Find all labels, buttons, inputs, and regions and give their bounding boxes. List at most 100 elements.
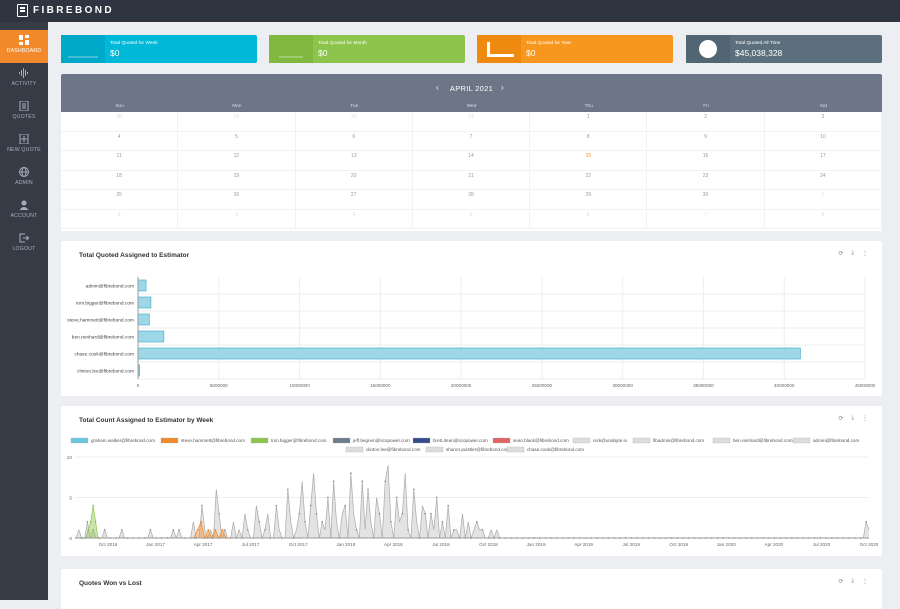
data-point [355,529,358,531]
globe-icon [19,167,29,177]
calendar-day[interactable]: 15 [530,151,648,171]
data-point [441,520,444,523]
calendar-day[interactable]: 13 [295,151,413,171]
nav-logout[interactable]: LOGOUT [0,228,48,261]
panel-title: Quotes Won vs Lost [79,580,142,587]
calendar-day[interactable]: 22 [530,170,648,190]
legend-swatch [792,437,811,444]
download-icon[interactable]: ⤓ [851,578,854,584]
x-tick-label: Jul 2017 [242,542,260,547]
next-month-icon[interactable]: › [501,83,504,92]
calendar-day[interactable]: 30 [295,112,413,132]
x-tick-label: Jan 2018 [336,542,355,547]
pie-icon [686,35,730,63]
nav-quotes[interactable]: QUOTES [0,96,48,129]
y-tick-label: 10 [67,455,73,461]
data-point [344,504,347,507]
fibrebond-logo-icon [17,4,28,17]
calendar-day[interactable]: 27 [295,190,413,210]
x-tick-label: 10000000 [289,383,310,388]
series-area [81,505,98,538]
calendar-day[interactable]: 28 [61,112,179,132]
calendar-day[interactable]: 30 [647,190,765,210]
data-point [390,520,392,523]
legend-swatch [332,437,351,444]
calendar-day[interactable]: 29 [530,190,648,210]
nav-dashboard[interactable]: DASHBOARD [0,30,48,63]
prev-month-icon[interactable]: ‹ [436,83,439,92]
data-point [304,520,306,523]
calendar-day[interactable]: 5 [412,209,531,229]
weekday-label: Sat [819,104,827,109]
calendar-day[interactable]: 29 [178,112,296,132]
x-tick-label: Apr 2017 [194,542,213,547]
stat-label: Total Quoted for Year [526,41,572,46]
calendar-day[interactable]: 31 [412,112,531,132]
download-icon[interactable]: ⤓ [851,250,854,256]
legend-label: graham.walker@fibrebond.com [91,438,155,443]
weekday-label: Sun [115,104,124,109]
calendar-day[interactable]: 17 [764,151,882,171]
data-point [452,529,455,531]
download-icon[interactable]: ⤓ [851,415,854,421]
panel-title: Total Count Assigned to Estimator by Wee… [79,417,214,424]
refresh-icon[interactable]: ⟳ [838,579,844,585]
calendar-day[interactable]: 24 [764,170,882,190]
x-tick-label: Oct 2020 [860,542,879,547]
won-lost-panel: Quotes Won vs Lost ⟳ ⤓ ⋮ [61,569,882,609]
stat-value: $0 [318,48,328,58]
data-point [361,480,364,483]
calendar-day[interactable]: 16 [647,151,765,171]
calendar-day[interactable]: 5 [178,131,296,151]
refresh-icon[interactable]: ⟳ [838,251,844,257]
calendar-day[interactable]: 20 [295,170,413,190]
data-point [120,529,123,531]
data-point [201,504,203,507]
calendar-day[interactable]: 6 [530,209,648,229]
more-icon[interactable]: ⋮ [862,251,868,257]
calendar-day[interactable]: 1 [764,190,882,210]
nav-new-quote[interactable]: NEW QUOTE [0,129,48,162]
calendar-day[interactable]: 10 [764,131,882,151]
calendar-day[interactable]: 11 [61,151,179,171]
calendar-day[interactable]: 7 [647,209,765,229]
calendar-header: ‹ APRIL 2021 › Sun Mon Tue Wed Thu Fri Sat [61,74,882,112]
calendar-day[interactable]: 4 [295,209,413,229]
nav-activity[interactable]: ACTIVITY [0,63,48,96]
data-point [221,529,224,531]
calendar-day[interactable]: 12 [178,151,296,171]
calendar-day[interactable]: 19 [178,170,296,190]
calendar-day[interactable]: 25 [61,190,179,210]
logout-icon [19,233,29,243]
data-point [103,529,106,531]
calendar-day[interactable]: 3 [764,112,882,132]
calendar-day[interactable]: 4 [61,131,179,151]
nav-admin[interactable]: ADMIN [0,162,48,195]
refresh-icon[interactable]: ⟳ [838,416,844,422]
calendar-day[interactable]: 28 [412,190,531,210]
nav-account[interactable]: ACCOUNT [0,195,48,228]
legend-swatch [572,437,591,444]
legend-label: ben.reinhard@fibrebond.com [733,438,793,443]
more-icon[interactable]: ⋮ [862,416,868,422]
data-point [275,504,278,507]
calendar-day[interactable]: 1 [530,112,648,132]
more-icon[interactable]: ⋮ [862,579,868,585]
calendar-day[interactable]: 8 [764,209,882,229]
bar [137,330,165,343]
calendar-day[interactable]: 2 [647,112,765,132]
new-quote-icon [19,134,29,144]
legend-label: admin@fibrebond.com [813,438,859,443]
calendar-day[interactable]: 18 [61,170,179,190]
calendar-day[interactable]: 9 [647,131,765,151]
calendar-day[interactable]: 26 [178,190,296,210]
calendar-day[interactable]: 7 [412,131,531,151]
calendar-day[interactable]: 3 [178,209,296,229]
calendar-day[interactable]: 21 [412,170,531,190]
calendar-day[interactable]: 2 [61,209,179,229]
calendar-day[interactable]: 6 [295,131,413,151]
calendar-day[interactable]: 23 [647,170,765,190]
calendar-day[interactable]: 8 [530,131,648,151]
top-bar: FIBREBOND [0,0,900,22]
calendar-day[interactable]: 14 [412,151,531,171]
